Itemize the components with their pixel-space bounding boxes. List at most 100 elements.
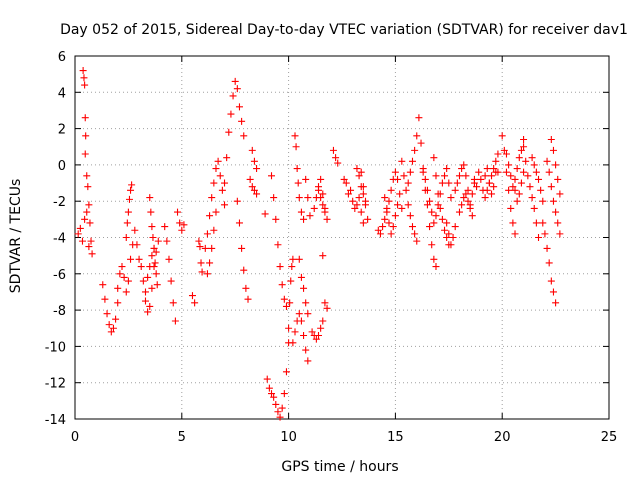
- data-point: [81, 81, 89, 89]
- data-point: [289, 339, 297, 347]
- data-point: [319, 317, 327, 325]
- data-point: [381, 194, 389, 202]
- data-point: [146, 263, 154, 271]
- data-point: [286, 299, 294, 307]
- data-point: [295, 255, 303, 263]
- data-point: [278, 281, 286, 289]
- data-point: [500, 146, 508, 154]
- data-point: [532, 168, 540, 176]
- data-point: [505, 186, 513, 194]
- data-point: [188, 292, 196, 300]
- data-point: [507, 172, 515, 180]
- x-axis-label: GPS time / hours: [281, 459, 398, 475]
- data-point: [364, 215, 372, 223]
- data-point: [502, 150, 510, 158]
- data-point: [511, 186, 519, 194]
- data-point: [376, 230, 384, 238]
- data-point: [458, 201, 466, 209]
- data-point: [261, 210, 269, 218]
- x-tick-label: 25: [601, 430, 618, 445]
- data-point: [99, 281, 107, 289]
- data-point: [253, 190, 261, 198]
- data-point: [421, 175, 429, 183]
- data-point: [206, 212, 214, 220]
- data-point: [221, 201, 229, 209]
- data-point: [547, 183, 555, 191]
- data-point: [297, 317, 305, 325]
- data-point: [387, 186, 395, 194]
- data-point: [150, 244, 158, 252]
- data-point: [148, 284, 156, 292]
- data-point: [554, 175, 562, 183]
- data-point: [263, 375, 271, 383]
- data-point: [122, 288, 130, 296]
- data-point: [195, 237, 203, 245]
- data-point: [323, 304, 331, 312]
- data-point: [552, 299, 560, 307]
- data-point: [426, 197, 434, 205]
- data-point: [127, 255, 135, 263]
- data-point: [430, 154, 438, 162]
- data-point: [359, 183, 367, 191]
- data-point: [539, 219, 547, 227]
- data-point: [250, 186, 258, 194]
- data-point: [515, 190, 523, 198]
- data-point: [445, 179, 453, 187]
- data-point: [374, 226, 382, 234]
- data-point: [430, 255, 438, 263]
- y-tick-label: -12: [45, 377, 66, 392]
- data-point: [423, 186, 431, 194]
- data-point: [253, 165, 261, 173]
- data-point: [302, 346, 310, 354]
- data-point: [81, 215, 89, 223]
- data-point: [513, 197, 521, 205]
- data-point: [233, 85, 241, 93]
- data-point: [481, 172, 489, 180]
- data-point: [191, 299, 199, 307]
- data-point: [210, 179, 218, 187]
- data-point: [300, 284, 308, 292]
- data-point: [174, 208, 182, 216]
- data-points: [74, 67, 564, 421]
- data-point: [492, 157, 500, 165]
- data-point: [218, 186, 226, 194]
- y-tick-label: -8: [53, 304, 66, 319]
- data-point: [294, 179, 302, 187]
- data-point: [441, 226, 449, 234]
- data-point: [387, 230, 395, 238]
- data-point: [198, 268, 206, 276]
- data-point: [483, 165, 491, 173]
- data-point: [148, 223, 156, 231]
- data-point: [449, 234, 457, 241]
- data-point: [436, 204, 444, 212]
- data-point: [466, 204, 474, 212]
- data-point: [434, 201, 442, 209]
- data-point: [477, 175, 485, 183]
- data-point: [127, 186, 135, 194]
- data-point: [238, 117, 246, 125]
- data-point: [391, 168, 399, 176]
- data-point: [248, 183, 256, 191]
- data-point: [413, 237, 421, 245]
- data-point: [227, 110, 235, 118]
- data-point: [169, 299, 177, 307]
- data-point: [147, 208, 155, 216]
- data-point: [359, 219, 367, 227]
- data-point: [408, 223, 416, 231]
- data-point: [167, 277, 175, 285]
- data-point: [139, 277, 147, 285]
- data-point: [520, 143, 528, 151]
- data-point: [438, 215, 446, 223]
- data-point: [178, 226, 186, 234]
- data-point: [549, 146, 557, 154]
- data-point: [517, 146, 525, 154]
- data-point: [396, 190, 404, 198]
- data-point: [79, 67, 87, 75]
- data-point: [315, 186, 323, 194]
- data-point: [443, 165, 451, 173]
- data-point: [203, 270, 211, 278]
- data-point: [432, 212, 440, 220]
- data-point: [223, 154, 231, 162]
- data-point: [511, 175, 519, 183]
- data-point: [547, 277, 555, 285]
